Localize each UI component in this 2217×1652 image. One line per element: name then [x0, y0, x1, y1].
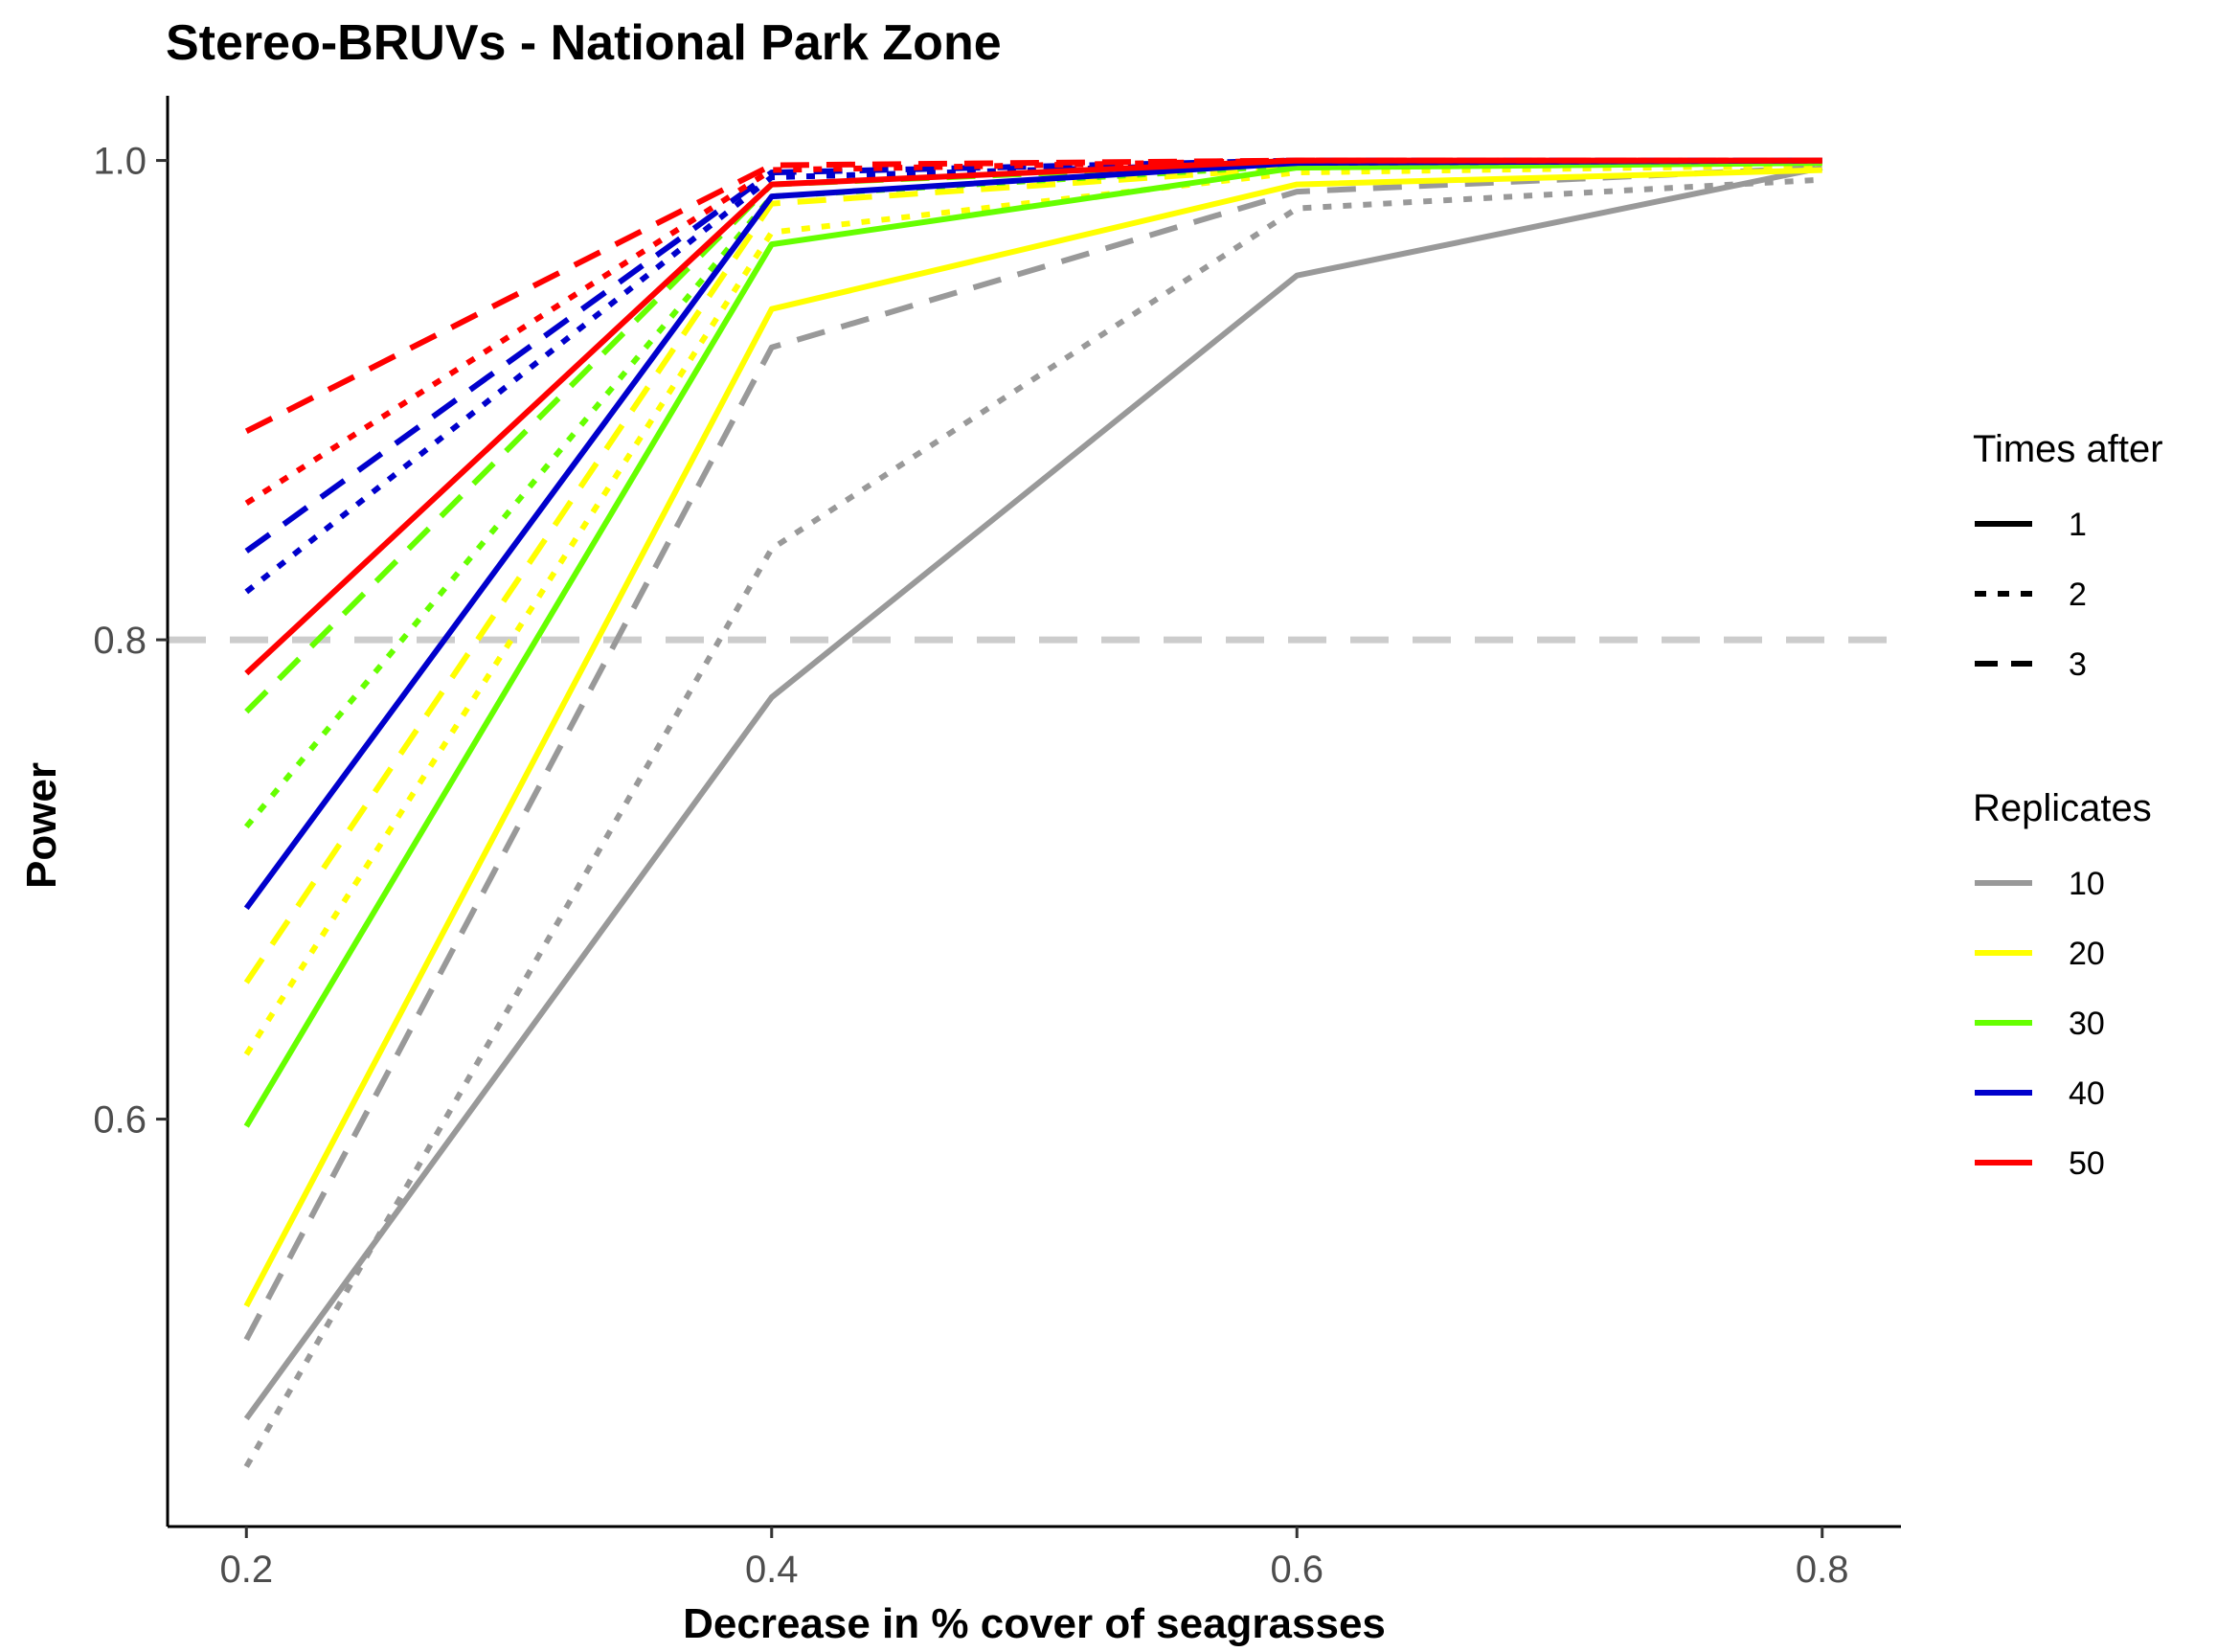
series-line-rep50-t3 — [244, 157, 1822, 435]
series-line-rep10-t3 — [243, 165, 1822, 1342]
legend-times-label: 1 — [2069, 507, 2087, 543]
legend-replicates-label: 10 — [2069, 866, 2105, 902]
series-line-rep50-t1 — [244, 157, 1822, 676]
series-line-rep10-t2 — [243, 176, 1822, 1468]
series-line-rep30-t1 — [243, 160, 1822, 1128]
y-axis-ticks: 0.6 0.8 1.0 — [93, 141, 168, 1142]
series-line-rep20-t1 — [243, 167, 1822, 1308]
y-axis-title: Power — [18, 762, 65, 889]
chart-title: Stereo-BRUVs - National Park Zone — [166, 15, 1002, 71]
series-line-rep40-t1 — [243, 157, 1822, 911]
legend-replicates-label: 40 — [2069, 1075, 2105, 1112]
legend-replicates-label: 20 — [2069, 936, 2105, 972]
legend-replicates-label: 50 — [2069, 1145, 2105, 1182]
legend-times-title: Times after — [1973, 428, 2163, 470]
x-axis-ticks: 0.2 0.4 0.6 0.8 — [219, 1527, 1849, 1591]
x-tick-label: 0.6 — [1270, 1549, 1323, 1591]
series-line-rep10-t1 — [243, 165, 1823, 1421]
y-tick-label: 1.0 — [93, 141, 147, 183]
series-line-rep50-t2 — [244, 157, 1822, 506]
y-tick-label: 0.6 — [93, 1099, 147, 1142]
legend-times-after: Times after 1 2 3 — [1973, 428, 2163, 683]
legend-times-label: 3 — [2069, 646, 2087, 683]
y-tick-label: 0.8 — [93, 620, 147, 662]
plot-area — [168, 157, 1901, 1468]
legend-replicates: Replicates 10 20 30 40 50 — [1973, 787, 2152, 1182]
legend-times-label: 2 — [2069, 577, 2087, 613]
x-tick-label: 0.2 — [219, 1549, 273, 1591]
legend-replicates-title: Replicates — [1973, 787, 2152, 829]
x-tick-label: 0.8 — [1796, 1549, 1849, 1591]
legend-replicates-label: 30 — [2069, 1006, 2105, 1042]
x-tick-label: 0.4 — [745, 1549, 799, 1591]
series-line-rep20-t2 — [243, 162, 1822, 1056]
x-axis-title: Decrease in % cover of seagrasses — [683, 1600, 1386, 1647]
